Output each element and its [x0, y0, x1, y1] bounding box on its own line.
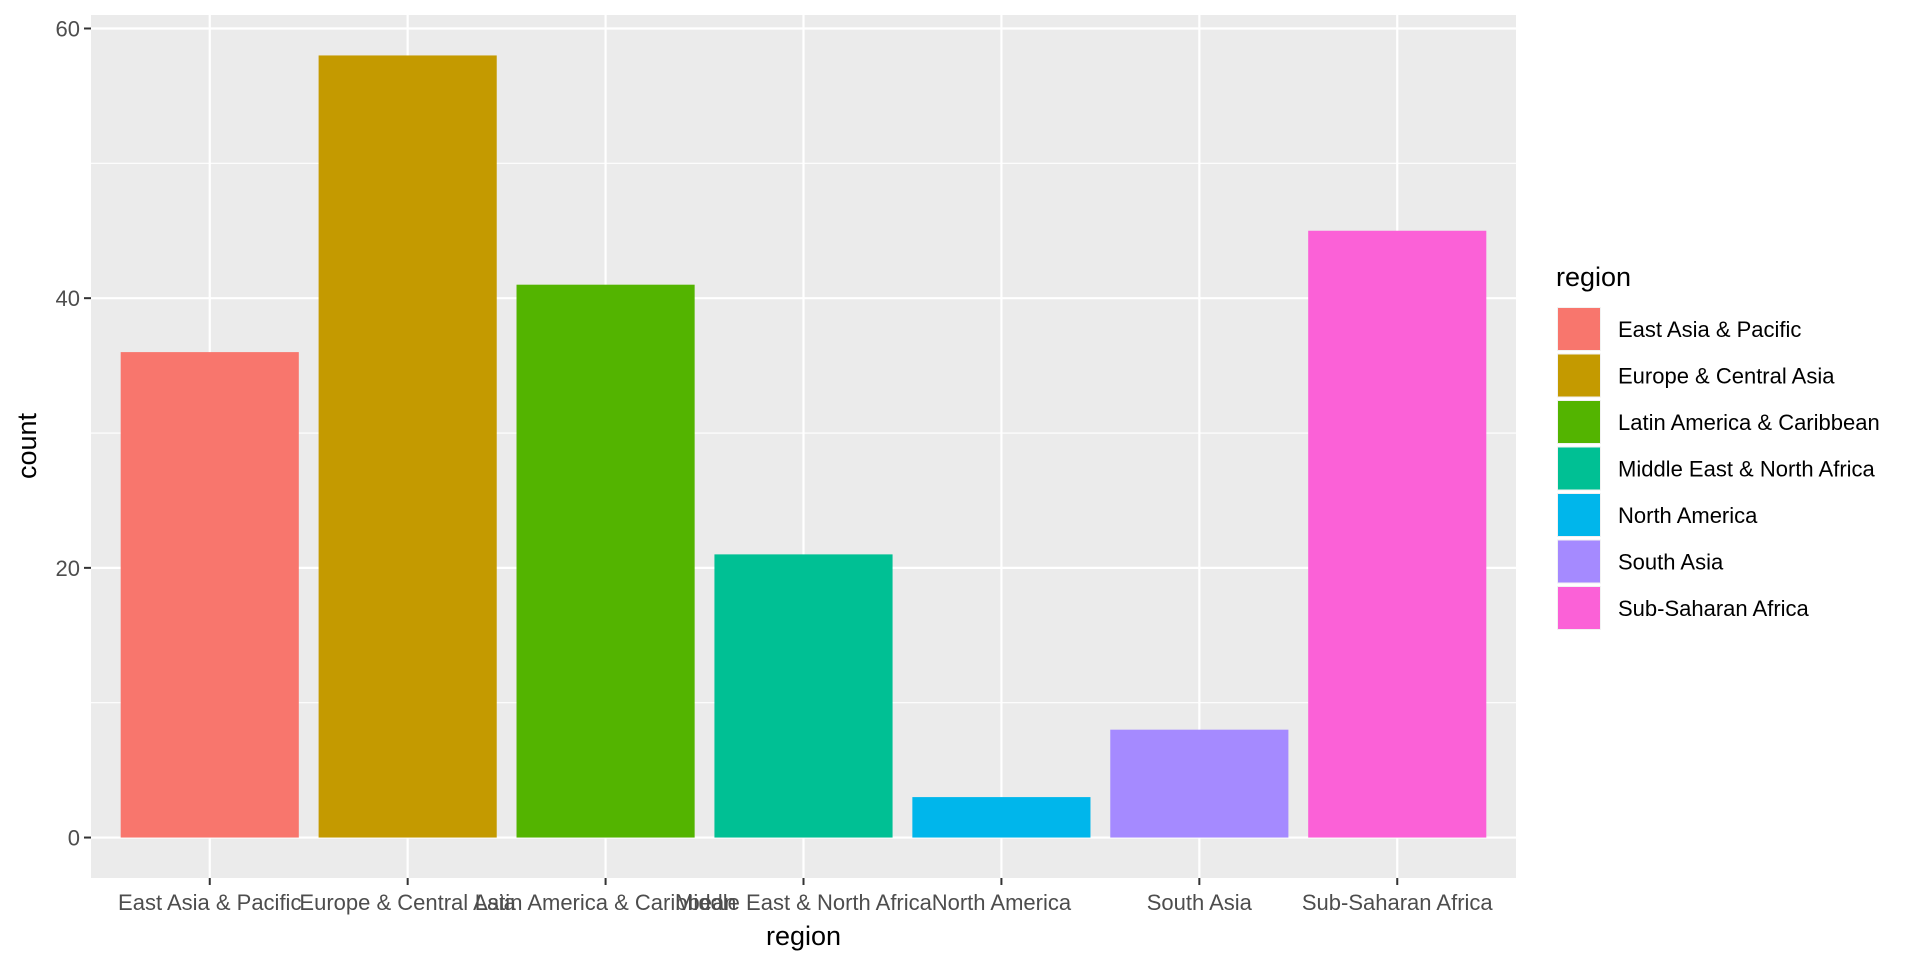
legend-key [1558, 447, 1600, 490]
bar [120, 352, 299, 838]
legend-label: North America [1618, 503, 1758, 528]
x-tick-label: Middle East & North Africa [675, 890, 933, 915]
x-tick-label: North America [932, 890, 1072, 915]
legend-key [1558, 308, 1600, 350]
legend-key [1558, 494, 1600, 536]
legend-key [1558, 354, 1600, 397]
x-tick-label: Latin America & Caribbean [475, 890, 737, 915]
bar [912, 797, 1091, 838]
bars [120, 55, 1487, 838]
y-tick-label: 40 [56, 286, 80, 311]
y-tick-label: 0 [68, 826, 80, 851]
bar [1110, 729, 1289, 838]
legend-label: Latin America & Caribbean [1618, 410, 1880, 435]
legend: region East Asia & Pacific Europe & Centr… [1556, 262, 1880, 630]
legend-label: Europe & Central Asia [1618, 364, 1835, 389]
x-tick-label: Europe & Central Asia [299, 890, 516, 915]
y-axis-title: count [12, 412, 42, 479]
legend-key [1558, 587, 1600, 629]
bar [318, 55, 497, 838]
x-tick-label: Sub-Saharan Africa [1302, 890, 1494, 915]
legend-label: East Asia & Pacific [1618, 317, 1801, 342]
x-tick-label: East Asia & Pacific [118, 890, 301, 915]
y-tick-label: 20 [56, 556, 80, 581]
legend-label: South Asia [1618, 550, 1724, 575]
legend-label: Middle East & North Africa [1618, 457, 1876, 482]
x-axis-title: region [766, 921, 841, 951]
legend-key [1558, 401, 1600, 443]
legend-title: region [1556, 262, 1631, 292]
legend-key [1558, 540, 1600, 583]
x-tick-label: South Asia [1147, 890, 1253, 915]
bar [516, 284, 695, 838]
bar [714, 554, 893, 838]
y-tick-label: 60 [56, 16, 80, 41]
y-axis: 0 20 40 60 [56, 16, 91, 851]
legend-label: Sub-Saharan Africa [1618, 596, 1810, 621]
bar [1308, 230, 1487, 838]
